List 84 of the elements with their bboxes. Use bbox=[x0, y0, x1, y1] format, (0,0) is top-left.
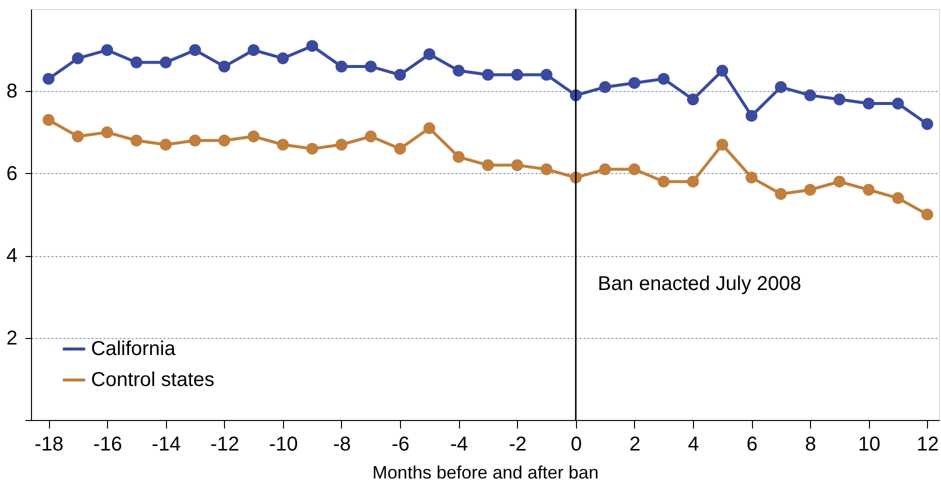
point bbox=[774, 81, 787, 93]
point bbox=[306, 40, 318, 52]
x-axis-title: Months before and after ban bbox=[372, 462, 599, 482]
point bbox=[423, 122, 436, 134]
point bbox=[248, 44, 260, 56]
point bbox=[189, 44, 201, 56]
point bbox=[452, 64, 465, 77]
x-tick-label: -8 bbox=[333, 434, 351, 456]
point bbox=[130, 56, 142, 68]
legend-label: Control states bbox=[91, 369, 214, 391]
point bbox=[130, 134, 142, 146]
point bbox=[599, 163, 612, 176]
point bbox=[189, 134, 201, 146]
point bbox=[658, 176, 670, 188]
y-tick-label: 2 bbox=[6, 327, 18, 350]
point bbox=[716, 138, 728, 151]
point bbox=[482, 159, 494, 172]
point bbox=[628, 77, 640, 89]
point bbox=[276, 138, 289, 151]
point bbox=[804, 184, 816, 196]
point bbox=[423, 48, 436, 60]
x-tick-label: -18 bbox=[34, 434, 64, 456]
point bbox=[394, 68, 406, 81]
y-tick-label: 6 bbox=[6, 162, 18, 185]
x-tick-label: 2 bbox=[629, 434, 640, 456]
point bbox=[276, 52, 289, 64]
point bbox=[42, 72, 54, 85]
point bbox=[687, 94, 699, 106]
point bbox=[540, 163, 552, 176]
point bbox=[364, 130, 377, 142]
x-tick-label: -12 bbox=[210, 434, 240, 456]
legend-label: California bbox=[91, 338, 176, 360]
point bbox=[160, 138, 172, 151]
point bbox=[746, 110, 758, 122]
point bbox=[42, 114, 54, 126]
point bbox=[804, 89, 816, 102]
point bbox=[336, 138, 348, 151]
point bbox=[658, 72, 670, 85]
y-tick-label: 4 bbox=[6, 245, 18, 268]
point bbox=[482, 68, 494, 81]
point bbox=[511, 68, 524, 81]
x-tick-label: 12 bbox=[916, 434, 939, 456]
point bbox=[687, 176, 699, 188]
point bbox=[72, 52, 84, 64]
point bbox=[306, 142, 318, 155]
point bbox=[833, 94, 846, 106]
point bbox=[892, 192, 904, 204]
point bbox=[599, 81, 612, 93]
y-tick-label: 8 bbox=[6, 80, 18, 103]
point bbox=[862, 98, 875, 110]
point bbox=[218, 134, 230, 146]
x-tick-label: -6 bbox=[392, 434, 410, 456]
point bbox=[364, 60, 377, 72]
point bbox=[540, 68, 552, 81]
point bbox=[774, 188, 787, 200]
ref-line-label: Ban enacted July 2008 bbox=[598, 273, 802, 295]
point bbox=[160, 56, 172, 68]
point bbox=[101, 126, 114, 138]
point bbox=[716, 64, 728, 77]
point bbox=[833, 176, 846, 188]
x-tick-label: 8 bbox=[805, 434, 816, 456]
point bbox=[921, 208, 934, 220]
point bbox=[746, 172, 758, 184]
point bbox=[72, 130, 84, 142]
point bbox=[511, 159, 524, 172]
point bbox=[862, 184, 875, 196]
point bbox=[394, 142, 406, 155]
x-tick-label: -4 bbox=[450, 434, 468, 456]
point bbox=[248, 130, 260, 142]
point bbox=[452, 151, 465, 163]
point bbox=[892, 98, 904, 110]
x-tick-label: 10 bbox=[858, 434, 880, 456]
x-tick-label: -14 bbox=[152, 434, 181, 456]
x-tick-label: -16 bbox=[93, 434, 122, 456]
point bbox=[101, 44, 114, 56]
point bbox=[921, 118, 934, 130]
x-tick-label: 6 bbox=[746, 434, 758, 456]
x-tick-label: 4 bbox=[688, 434, 700, 456]
x-tick-label: -10 bbox=[268, 434, 298, 456]
point bbox=[336, 60, 348, 72]
x-tick-label: -2 bbox=[508, 434, 527, 456]
point bbox=[628, 163, 640, 176]
x-tick-label: 0 bbox=[570, 434, 582, 456]
point bbox=[218, 60, 230, 72]
